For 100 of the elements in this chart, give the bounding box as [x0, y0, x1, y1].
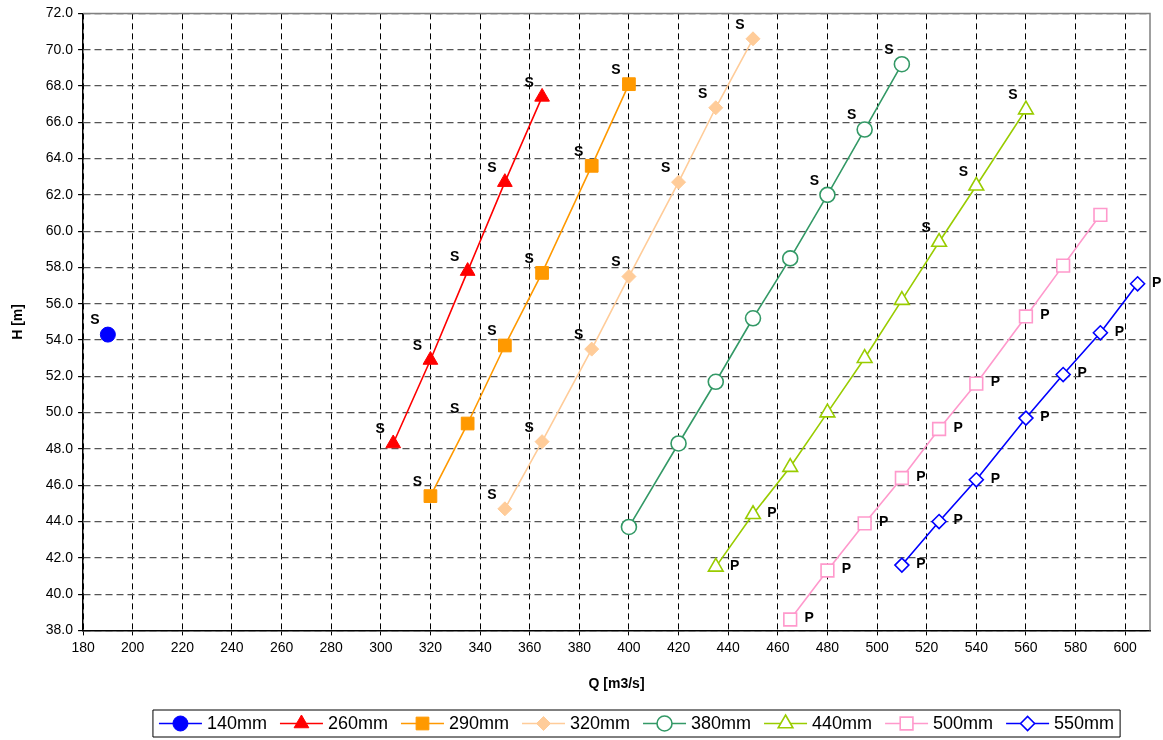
data-label: P [804, 609, 814, 626]
point [781, 250, 799, 267]
point [968, 471, 985, 488]
point [708, 100, 724, 116]
x-tick-label: 220 [170, 638, 195, 655]
y-tick-label: 64.0 [45, 149, 74, 166]
data-label: P [878, 513, 889, 530]
y-tick-label: 68.0 [45, 76, 74, 93]
point [422, 351, 439, 365]
point [622, 77, 636, 92]
point [1092, 324, 1109, 341]
y-tick-label: 58.0 [45, 258, 74, 275]
point [99, 326, 116, 343]
y-axis-title: H [m] [9, 304, 26, 340]
point [459, 262, 476, 276]
y-tick-label: 38.0 [45, 621, 74, 638]
point [1129, 275, 1146, 292]
x-tick-label: 540 [964, 638, 989, 655]
data-label: S [660, 159, 671, 176]
point [1055, 258, 1071, 273]
data-label: P [767, 504, 777, 521]
data-label: P [841, 560, 852, 577]
data-label: S [958, 162, 968, 179]
point [894, 470, 910, 486]
point [931, 421, 947, 437]
point [819, 403, 836, 418]
x-tick-label: 500 [865, 638, 889, 655]
point [584, 158, 599, 173]
x-tick-label: 400 [617, 638, 641, 655]
y-tick-label: 56.0 [45, 294, 74, 311]
legend-label: 260mm [327, 713, 388, 734]
point [1018, 309, 1034, 324]
point [423, 489, 438, 503]
data-label: P [1114, 322, 1125, 339]
x-tick-label: 600 [1113, 638, 1138, 655]
legend-label: 290mm [448, 713, 510, 734]
data-label: S [412, 336, 423, 353]
point [621, 269, 637, 285]
x-tick-label: 180 [71, 638, 95, 655]
y-tick-label: 54.0 [45, 330, 74, 347]
data-label: S [449, 247, 460, 264]
point [783, 612, 798, 627]
point [385, 434, 402, 449]
point [534, 87, 550, 102]
y-tick-label: 40.0 [45, 584, 74, 601]
y-tick-label: 70.0 [45, 40, 74, 57]
data-label: S [524, 418, 534, 435]
point [744, 504, 762, 520]
x-tick-label: 440 [716, 638, 741, 655]
data-label: P [1040, 407, 1050, 424]
legend-label: 550mm [1054, 713, 1115, 734]
point [707, 373, 725, 391]
x-tick-label: 360 [518, 638, 542, 655]
data-label: S [90, 311, 100, 328]
y-tick-label: 52.0 [45, 367, 74, 384]
point [1017, 100, 1035, 115]
x-tick-label: 300 [369, 638, 393, 655]
data-label: P [953, 418, 963, 435]
point [820, 563, 835, 578]
point [893, 290, 911, 306]
point [584, 341, 600, 357]
point [969, 376, 984, 391]
data-label: P [953, 511, 963, 528]
point [1093, 207, 1108, 222]
data-label: P [730, 556, 740, 573]
data-label: S [412, 472, 423, 489]
y-tick-label: 42.0 [45, 548, 74, 565]
data-label: S [809, 171, 820, 188]
y-tick-label: 72.0 [45, 4, 74, 21]
data-label: P [990, 469, 1000, 486]
point [930, 232, 948, 248]
y-tick-label: 48.0 [45, 439, 74, 456]
x-tick-label: 200 [120, 638, 145, 655]
point [782, 457, 799, 473]
legend-label: 320mm [570, 713, 631, 734]
data-label: S [698, 84, 708, 101]
x-tick-label: 260 [269, 638, 294, 655]
data-label: S [921, 218, 931, 235]
point [534, 434, 550, 450]
point [856, 348, 873, 364]
x-tick-label: 580 [1063, 638, 1088, 655]
data-label: S [487, 485, 497, 502]
point [931, 513, 947, 530]
y-tick-label: 44.0 [45, 512, 74, 529]
x-tick-label: 240 [220, 638, 244, 655]
legend-label: 380mm [691, 713, 752, 734]
data-label: P [916, 554, 926, 571]
point [745, 31, 761, 47]
point [856, 121, 873, 138]
data-label: S [735, 15, 745, 32]
point [744, 309, 762, 327]
data-label: S [487, 159, 497, 176]
x-tick-label: 380 [567, 638, 592, 655]
x-tick-label: 320 [418, 638, 443, 655]
data-label: S [449, 400, 460, 417]
point [671, 174, 687, 190]
point [620, 518, 638, 536]
y-tick-label: 46.0 [45, 476, 74, 493]
data-label: S [611, 253, 621, 270]
data-label: S [524, 73, 534, 90]
